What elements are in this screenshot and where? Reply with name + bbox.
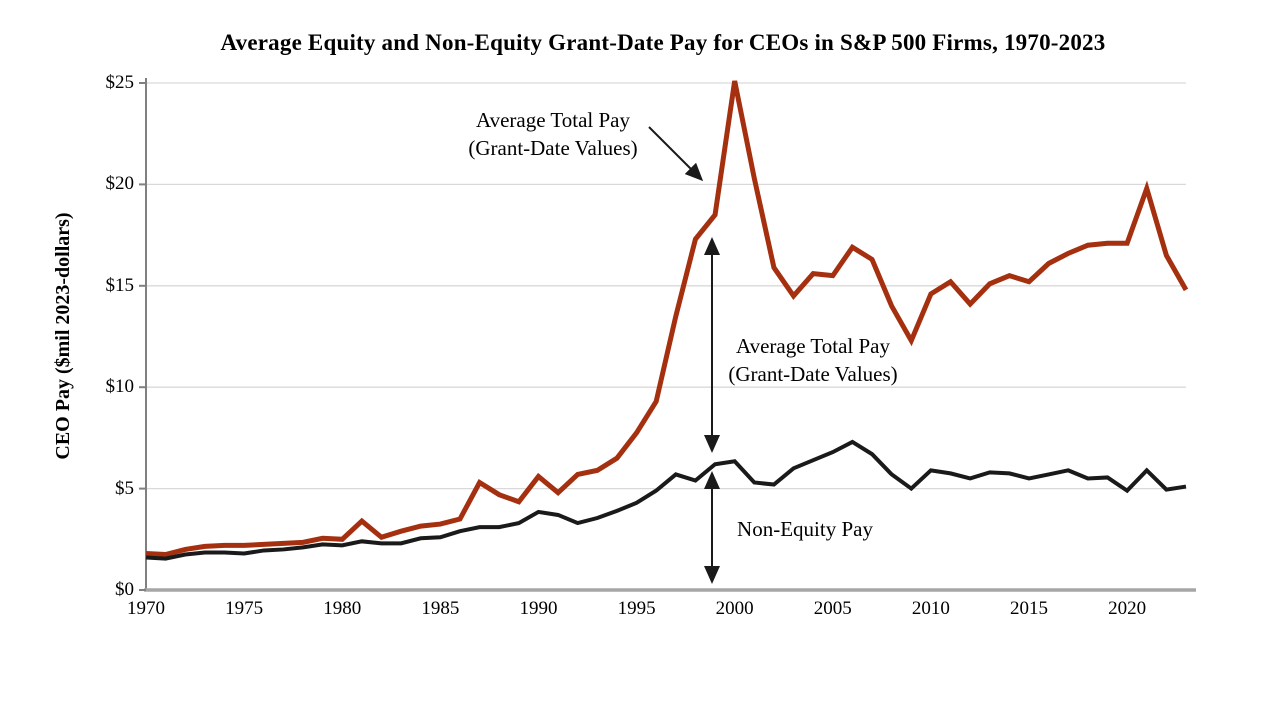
- y-tick-label: $0: [115, 579, 134, 600]
- x-tick-label: 1995: [617, 598, 656, 619]
- data-series: [145, 80, 1189, 561]
- annotation-line: Average Total Pay: [475, 108, 631, 132]
- annotation-line: Average Total Pay: [735, 334, 891, 358]
- chart-title: Average Equity and Non-Equity Grant-Date…: [220, 30, 1106, 55]
- x-tick-label: 2020: [1108, 598, 1147, 619]
- x-tick-label: 1985: [421, 598, 460, 619]
- callout-arrow: [648, 126, 704, 182]
- y-tick-label: $20: [105, 173, 135, 195]
- x-tick-label: 2005: [813, 598, 852, 619]
- gridlines: [146, 82, 1186, 490]
- annotation-line: (Grant-Date Values): [728, 362, 898, 386]
- y-tick-label: $25: [105, 72, 135, 93]
- axes: [139, 78, 1196, 592]
- x-tick-label: 2015: [1010, 598, 1049, 619]
- x-tick-label: 1975: [225, 598, 264, 619]
- series-line-non-equity-pay: [145, 439, 1187, 561]
- series-line-total-pay: [145, 80, 1189, 558]
- annotation-non-equity-label: Non-Equity Pay: [737, 517, 873, 541]
- annotation-line: (Grant-Date Values): [468, 136, 638, 160]
- y-tick-label: $10: [105, 376, 135, 398]
- annotation-total-pay-callout: Average Total Pay (Grant-Date Values): [420, 106, 686, 162]
- x-tick-label: 2000: [715, 598, 754, 619]
- x-tick-label: 1970: [127, 598, 165, 619]
- y-tick-label: $5: [115, 477, 134, 499]
- x-tick-label: 1980: [323, 598, 362, 619]
- annotation-arrows: [648, 126, 720, 584]
- annotation-equity-span-label: Average Total Pay (Grant-Date Values): [703, 332, 923, 388]
- y-tick-label: $15: [105, 274, 135, 296]
- y-tick-marks: [139, 82, 146, 591]
- x-tick-label: 2010: [911, 598, 950, 619]
- x-tick-label: 1990: [519, 598, 558, 619]
